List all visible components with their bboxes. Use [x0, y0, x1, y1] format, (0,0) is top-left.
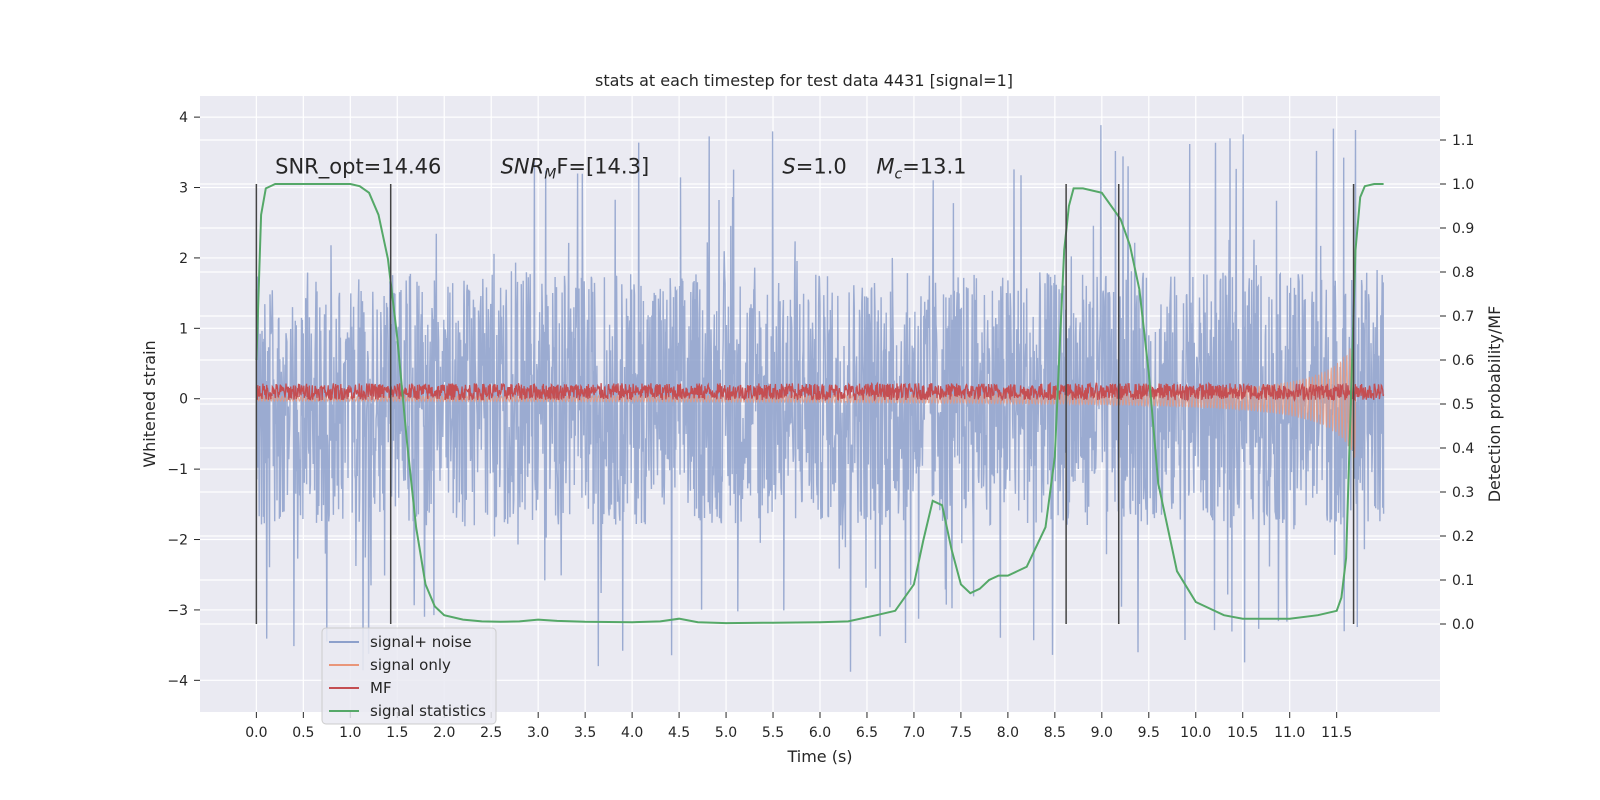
- annotation-main: S: [782, 154, 795, 178]
- y-right-tick-label: 0.2: [1452, 529, 1474, 545]
- y-right-tick-label: 0.9: [1452, 221, 1474, 237]
- x-tick-label: 3.0: [527, 725, 549, 741]
- series-signal-statistics: [255, 183, 1384, 625]
- x-tick-label: 0.0: [245, 725, 267, 741]
- x-tick-label: 8.0: [997, 725, 1019, 741]
- y-right-tick-label: 0.3: [1452, 485, 1474, 501]
- y-axis-left: −4 −3 −2 −1 0 1 2 3 4: [167, 110, 200, 689]
- y-tick-label: −3: [167, 603, 188, 619]
- x-tick-label: 9.0: [1091, 725, 1113, 741]
- x-tick-label: 11.5: [1321, 725, 1352, 741]
- x-tick-label: 1.0: [339, 725, 361, 741]
- x-tick-label: 4.0: [621, 725, 643, 741]
- x-tick-label: 5.0: [715, 725, 737, 741]
- annotation-main: SNR: [501, 154, 545, 178]
- x-tick-label: 11.0: [1274, 725, 1305, 741]
- annotation-main: M: [876, 154, 894, 178]
- annotation: SNR_opt=14.46: [275, 154, 441, 179]
- chart-title: stats at each timestep for test data 443…: [595, 71, 1013, 90]
- x-tick-label: 0.5: [292, 725, 314, 741]
- y-right-tick-label: 0.6: [1452, 353, 1474, 369]
- x-tick-label: 9.5: [1138, 725, 1160, 741]
- y-axis-right-label: Detection probability/MF: [1485, 306, 1504, 503]
- legend: signal+ noise signal only MF signal statist…: [321, 627, 497, 725]
- y-right-tick-label: 0.8: [1452, 265, 1474, 281]
- annotation-tail: F=[14.3]: [556, 154, 649, 178]
- x-tick-label: 1.5: [386, 725, 408, 741]
- series-signal-noise: [255, 125, 1385, 672]
- y-right-tick-label: 0.0: [1452, 617, 1474, 633]
- y-tick-label: −4: [167, 673, 188, 689]
- legend-box: [321, 627, 497, 725]
- y-tick-label: 1: [179, 321, 188, 337]
- annotation: SNRMF=[14.3]: [501, 154, 650, 182]
- x-axis-label: Time (s): [786, 747, 852, 766]
- y-tick-label: −2: [167, 533, 188, 549]
- annotation: Mc=13.1: [876, 154, 966, 182]
- x-axis: 0.0 0.5 1.0 1.5 2.0 2.5 3.0 3.5 4.0 4.5 5.0 5.5 6.0 6…: [245, 712, 1352, 741]
- legend-entry: signal only: [370, 656, 451, 674]
- annotation-sub: c: [894, 166, 902, 182]
- x-tick-label: 5.5: [762, 725, 784, 741]
- x-tick-label: 7.5: [950, 725, 972, 741]
- x-tick-label: 7.0: [903, 725, 925, 741]
- y-tick-label: 0: [179, 392, 188, 408]
- y-tick-label: −1: [167, 462, 188, 478]
- annotation: S=1.0: [782, 154, 846, 178]
- legend-entry: signal+ noise: [370, 633, 472, 651]
- y-right-tick-label: 0.4: [1452, 441, 1474, 457]
- annotations: SNR_opt=14.46 SNRMF=[14.3] S=1.0 Mc=13.1: [275, 154, 966, 182]
- x-tick-label: 2.5: [480, 725, 502, 741]
- annotation-tail: =13.1: [902, 154, 966, 178]
- x-tick-label: 4.5: [668, 725, 690, 741]
- y-right-tick-label: 0.5: [1452, 397, 1474, 413]
- y-tick-label: 4: [179, 110, 188, 126]
- annotation-sub: M: [544, 166, 556, 182]
- y-right-tick-label: 1.0: [1452, 177, 1474, 193]
- legend-entry: signal statistics: [370, 702, 486, 720]
- y-tick-label: 3: [179, 181, 188, 197]
- annotation-tail: =1.0: [796, 154, 847, 178]
- vertical-markers: [255, 184, 1355, 624]
- y-tick-label: 2: [179, 251, 188, 267]
- y-right-tick-label: 0.7: [1452, 309, 1474, 325]
- y-axis-label: Whitened strain: [140, 340, 159, 467]
- x-tick-label: 6.5: [856, 725, 878, 741]
- y-right-tick-label: 0.1: [1452, 573, 1474, 589]
- x-tick-label: 10.0: [1180, 725, 1211, 741]
- legend-entry: MF: [370, 679, 392, 697]
- series-layer: [255, 125, 1385, 672]
- x-tick-label: 2.0: [433, 725, 455, 741]
- x-tick-label: 10.5: [1227, 725, 1258, 741]
- x-tick-label: 3.5: [574, 725, 596, 741]
- x-tick-label: 6.0: [809, 725, 831, 741]
- y-right-tick-label: 1.1: [1452, 133, 1474, 149]
- y-axis-right: 0.0 0.1 0.2 0.3 0.4 0.5 0.6 0.7 0.8 0.9 1.0 1.1: [1440, 133, 1474, 633]
- x-tick-label: 8.5: [1044, 725, 1066, 741]
- series-mf: [255, 381, 1385, 402]
